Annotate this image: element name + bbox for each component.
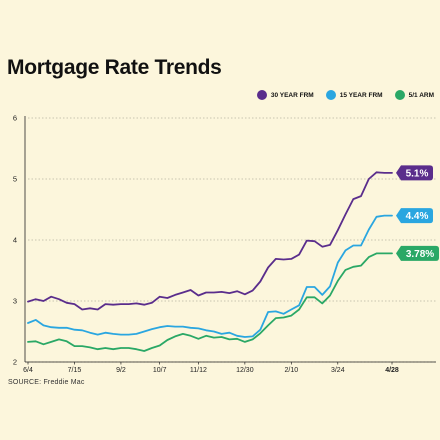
legend: 30 YEAR FRM 15 YEAR FRM 5/1 ARM	[256, 90, 434, 100]
x-tick-label: 11/12	[190, 367, 207, 374]
y-tick-label: 5	[13, 175, 17, 184]
end-label-1: 4.4%	[406, 211, 429, 222]
x-tick-label: 4/28	[385, 367, 399, 374]
legend-item-15-year: 15 YEAR FRM	[325, 90, 383, 100]
x-tick-label: 3/24	[331, 367, 345, 374]
source-note: SOURCE: Freddie Mac	[8, 379, 85, 386]
x-tick-label: 2/10	[285, 367, 299, 374]
y-tick-label: 4	[13, 236, 17, 245]
end-labels: 5.1% 4.4% 3.78%	[396, 165, 439, 261]
y-tick-label: 2	[13, 358, 17, 367]
legend-label-15-year: 15 YEAR FRM	[339, 91, 383, 99]
chart-title: Mortgage Rate Trends	[7, 56, 222, 79]
series-lines	[27, 171, 393, 352]
series-line-1	[27, 214, 393, 338]
x-tick-label: 12/30	[236, 367, 254, 374]
y-tick-label: 3	[13, 297, 17, 306]
legend-dot-15-year	[325, 90, 336, 100]
end-label-badge-2	[396, 245, 439, 261]
legend-item-5-1-arm: 5/1 ARM	[394, 90, 434, 100]
x-tick-label: 7/15	[68, 367, 82, 374]
end-label-2: 3.78%	[406, 249, 434, 260]
legend-label-30-year: 30 YEAR FRM	[270, 91, 314, 99]
x-tick-label: 6/4	[23, 367, 33, 374]
legend-dot-30-year	[256, 90, 267, 100]
end-label-0: 5.1%	[406, 168, 429, 179]
x-tick-label: 9/2	[116, 367, 126, 374]
grid	[28, 117, 436, 363]
legend-item-30-year: 30 YEAR FRM	[256, 90, 314, 100]
legend-label-5-1-arm: 5/1 ARM	[408, 91, 434, 99]
axes: 2 3 4 5 6 6/4 7/15 9/2 10/7 11/12 12/30 2/10 3/24 4/2…	[13, 114, 436, 374]
series-line-2	[27, 252, 393, 352]
x-tick-label: 10/7	[153, 367, 167, 374]
end-label-badge-1	[396, 208, 433, 224]
end-label-badge-0	[396, 165, 433, 181]
y-tick-label: 6	[13, 114, 17, 123]
legend-dot-5-1-arm	[394, 90, 405, 100]
series-line-0	[27, 171, 393, 311]
